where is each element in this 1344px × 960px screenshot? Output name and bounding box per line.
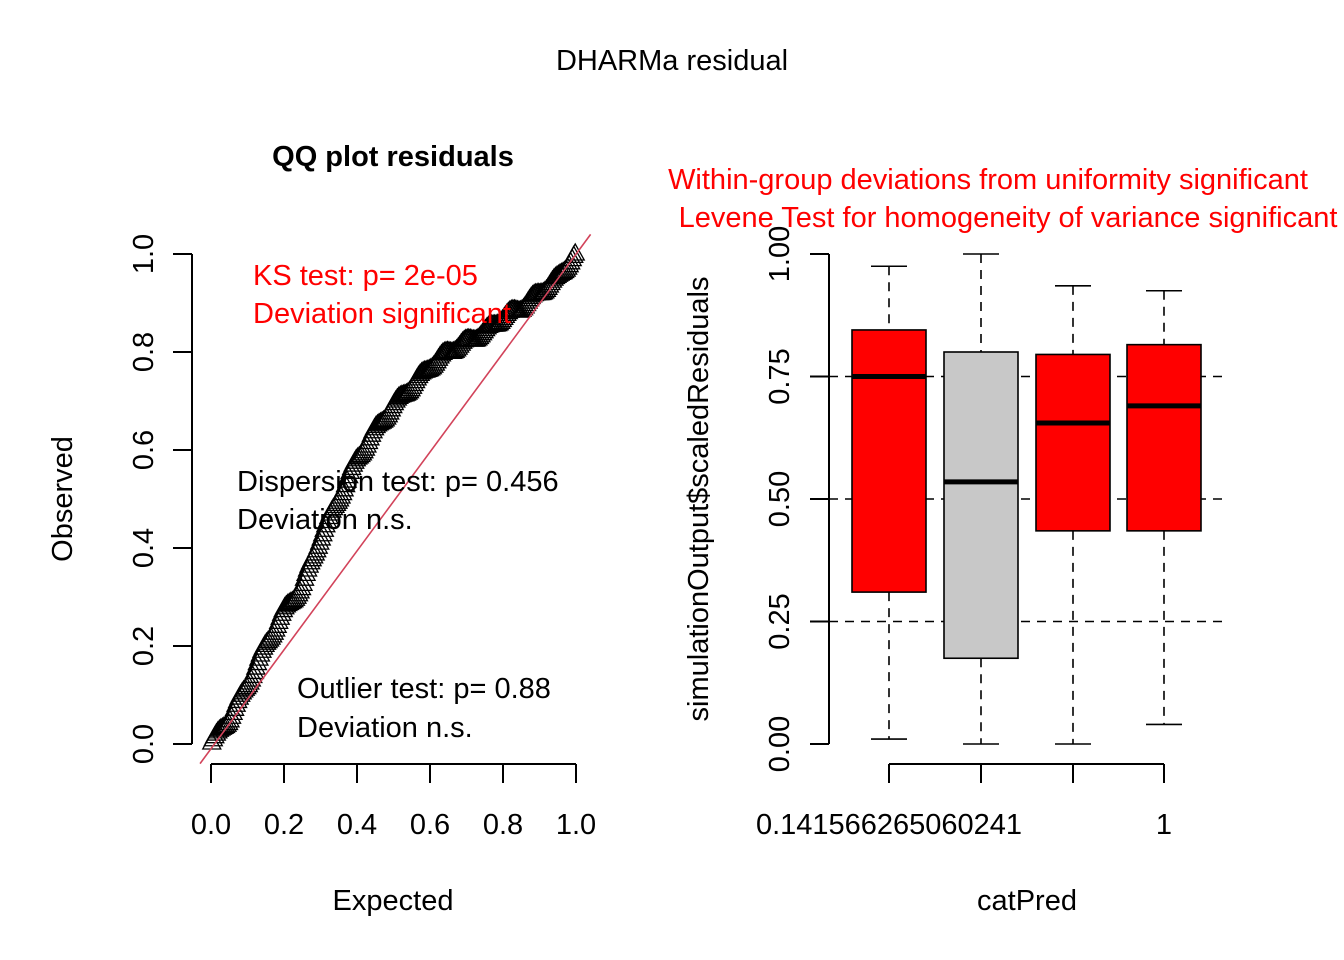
- qq-point: [291, 577, 312, 596]
- qq-point: [444, 339, 466, 358]
- box-group: [943, 253, 1019, 745]
- box-y-tick-label: 1.00: [764, 226, 796, 282]
- box-x-tick-label: 1: [1156, 809, 1172, 841]
- qq-y-tick-label: 0.8: [128, 332, 160, 372]
- qq-point: [367, 413, 388, 432]
- qq-title: QQ plot residuals: [272, 141, 514, 173]
- qq-y-tick-label: 1.0: [128, 234, 160, 274]
- qq-points: [201, 242, 586, 750]
- qq-y-tick-label: 0.4: [128, 528, 160, 568]
- box-x-tick-label: 0.141566265060241: [756, 809, 1022, 841]
- qq-point: [277, 593, 298, 612]
- box-y-tick-label: 0.50: [764, 471, 796, 527]
- qq-point: [510, 299, 531, 318]
- box-group: [1126, 289, 1202, 726]
- qq-point: [333, 478, 355, 497]
- qq-point: [314, 518, 335, 537]
- qq-x-tick-label: 0.0: [191, 809, 231, 841]
- qq-point: [245, 656, 266, 675]
- qq-point: [312, 523, 333, 542]
- qq-point: [390, 384, 411, 403]
- qq-point: [565, 242, 586, 261]
- uniformity-warning: Within-group deviations from uniformity …: [668, 164, 1308, 196]
- box-body: [1035, 353, 1111, 532]
- box-y-tick-label: 0.00: [764, 716, 796, 772]
- qq-reference-line: [199, 233, 592, 765]
- qq-point: [370, 411, 391, 430]
- qq-point: [244, 661, 265, 680]
- qq-x-tick-label: 1.0: [556, 809, 596, 841]
- qq-point: [294, 567, 315, 586]
- box-y-tick-label: 0.25: [764, 593, 796, 649]
- qq-point: [282, 590, 303, 609]
- main-title: DHARMa residual: [556, 45, 788, 77]
- qq-x-ticks: 0.0 0.2 0.4 0.6 0.8 1.0: [191, 764, 596, 841]
- qq-panel: QQ plot residuals 0.0 0.2 0.4 0.6 0.8 1.0 0.0…: [47, 141, 596, 917]
- qq-point: [335, 474, 356, 493]
- qq-y-ticks: 0.0 0.2 0.4 0.6 0.8 1.0: [128, 234, 192, 764]
- box-y-ticks: 0.00 0.25 0.50 0.75 1.00: [764, 226, 829, 772]
- levene-warning: Levene Test for homogeneity of variance …: [679, 202, 1338, 234]
- box-body: [851, 329, 927, 593]
- outlier-test-result: Outlier test: p= 0.88: [297, 673, 551, 705]
- qq-y-tick-label: 0.6: [128, 430, 160, 470]
- qq-y-tick-label: 0.0: [128, 724, 160, 764]
- ks-test-deviation: Deviation significant: [253, 298, 511, 330]
- box-group: [1035, 285, 1111, 745]
- qq-x-label: Expected: [333, 885, 454, 917]
- ks-test-result: KS test: p= 2e-05: [253, 260, 478, 292]
- qq-point: [347, 446, 368, 465]
- qq-x-tick-label: 0.4: [337, 809, 377, 841]
- box-x-label: catPred: [977, 885, 1077, 917]
- qq-point: [396, 382, 417, 401]
- dispersion-test-result: Dispersion test: p= 0.456: [237, 466, 559, 498]
- qq-point: [420, 357, 441, 376]
- outlier-test-deviation: Deviation n.s.: [297, 712, 473, 744]
- box-body: [1126, 343, 1202, 532]
- qq-y-label: Observed: [47, 436, 79, 562]
- box-y-tick-label: 0.75: [764, 348, 796, 404]
- qq-x-tick-label: 0.2: [264, 809, 304, 841]
- qq-point: [552, 261, 574, 280]
- box-group: [851, 265, 927, 740]
- qq-x-tick-label: 0.8: [483, 809, 523, 841]
- qq-point: [548, 263, 569, 282]
- qq-point: [292, 573, 314, 592]
- boxes: [851, 253, 1202, 745]
- box-x-ticks: 0.141566265060241 1: [756, 764, 1172, 841]
- boxplot-panel: Within-group deviations from uniformity …: [668, 164, 1337, 917]
- box-body: [943, 351, 1019, 660]
- qq-y-tick-label: 0.2: [128, 626, 160, 666]
- qq-x-tick-label: 0.6: [410, 809, 450, 841]
- qq-point: [371, 410, 393, 429]
- qq-point: [337, 469, 358, 488]
- dispersion-test-deviation: Deviation n.s.: [237, 504, 413, 536]
- box-y-label: simulationOutput$scaledResiduals: [683, 277, 715, 722]
